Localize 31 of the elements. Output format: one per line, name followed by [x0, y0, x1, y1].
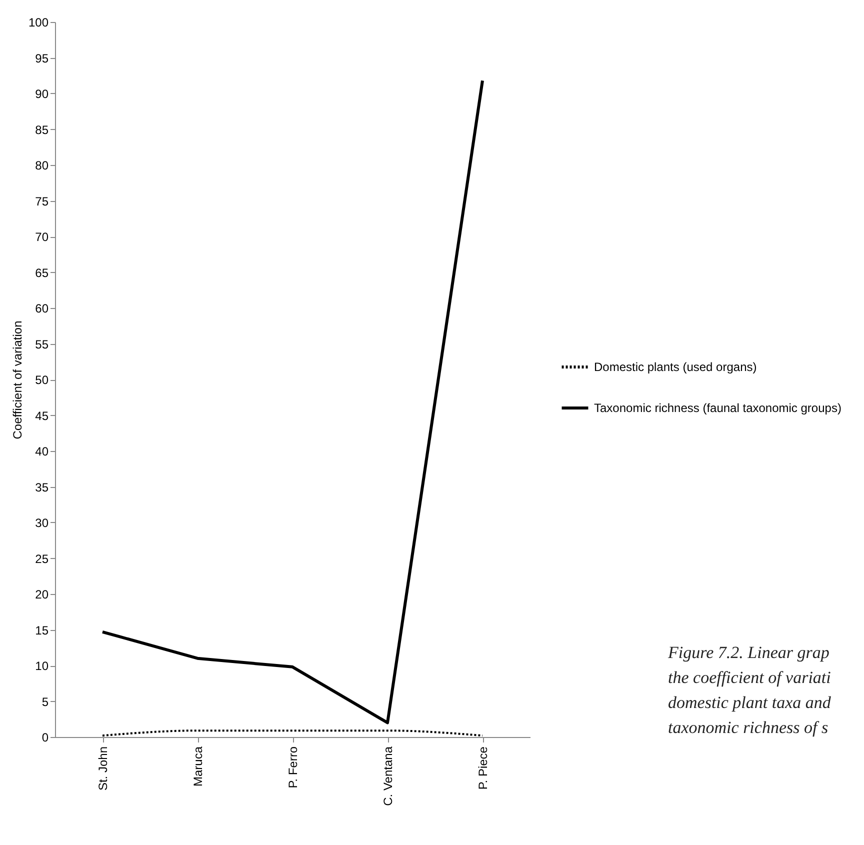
x-tick-label: St. John: [96, 746, 110, 791]
legend-label: Taxonomic richness (faunal taxonomic groups): [594, 401, 842, 415]
y-axis-title: Coefficient of variation: [10, 320, 24, 440]
y-tick-label: 95: [35, 51, 49, 66]
y-tick-label: 60: [35, 302, 49, 316]
y-tick-label: 90: [35, 87, 49, 101]
y-tick-label: 25: [35, 552, 49, 566]
y-tick-label: 65: [35, 266, 49, 280]
y-tick-label: 85: [35, 122, 49, 137]
y-tick-label: 5: [42, 694, 49, 709]
y-tick-label: 45: [35, 408, 49, 423]
y-tick-label: 40: [35, 444, 49, 458]
y-tick-label: 10: [35, 659, 49, 673]
x-tick-label: P. Ferro: [286, 746, 300, 788]
y-tick-label: 70: [35, 230, 49, 244]
y-tick-label: 55: [35, 337, 49, 352]
line-series: [101, 79, 484, 724]
y-tick-label: 0: [42, 730, 49, 744]
x-tick-label: Maruca: [191, 746, 205, 787]
x-tick-label: C. Ventana: [381, 746, 395, 806]
y-tick-label: 80: [35, 158, 49, 172]
y-tick-label: 15: [35, 623, 49, 638]
y-tick-label: 50: [35, 373, 49, 387]
y-tick-label: 100: [28, 16, 49, 30]
y-tick-label: 30: [35, 516, 49, 530]
y-tick-label: 20: [35, 588, 49, 602]
caption: Figure 7.2. Linear grap the coefficient of variati domestic plant taxa and taxonomic richness of s: [668, 642, 831, 739]
y-tick-label: 75: [35, 194, 49, 208]
legend-label: Domestic plants (used organs): [594, 360, 757, 374]
x-tick-label: P. Piece: [476, 746, 490, 790]
y-tick-label: 35: [35, 480, 49, 494]
